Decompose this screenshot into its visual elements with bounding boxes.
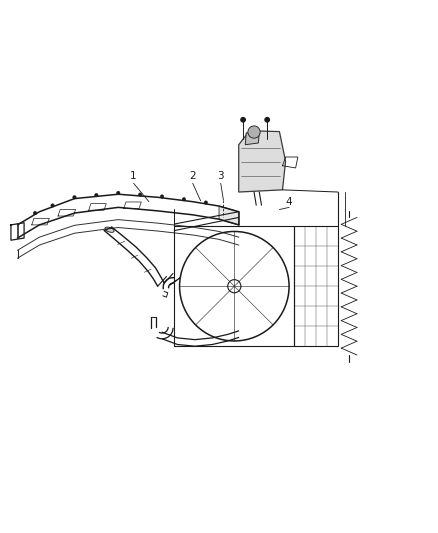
Polygon shape	[219, 206, 239, 225]
Polygon shape	[239, 131, 286, 192]
Text: 3: 3	[217, 171, 224, 181]
Circle shape	[117, 191, 120, 195]
Circle shape	[95, 193, 98, 197]
Circle shape	[138, 193, 142, 196]
Text: 4: 4	[286, 197, 293, 207]
Circle shape	[73, 196, 76, 199]
Bar	[294, 226, 338, 346]
Circle shape	[265, 118, 269, 122]
Polygon shape	[245, 132, 259, 145]
Circle shape	[182, 198, 186, 201]
Circle shape	[33, 211, 37, 215]
Circle shape	[241, 118, 245, 122]
Circle shape	[160, 195, 164, 198]
Text: 2: 2	[189, 171, 196, 181]
Circle shape	[204, 201, 208, 204]
Ellipse shape	[105, 227, 114, 232]
Circle shape	[51, 204, 54, 207]
Bar	[174, 226, 294, 346]
Text: 1: 1	[130, 171, 137, 181]
Circle shape	[248, 126, 260, 138]
